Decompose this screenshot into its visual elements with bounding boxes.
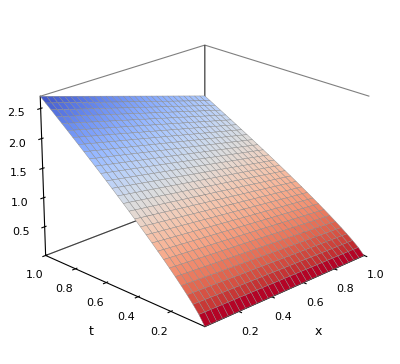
Y-axis label: t: t [89, 325, 94, 338]
X-axis label: x: x [315, 325, 322, 338]
